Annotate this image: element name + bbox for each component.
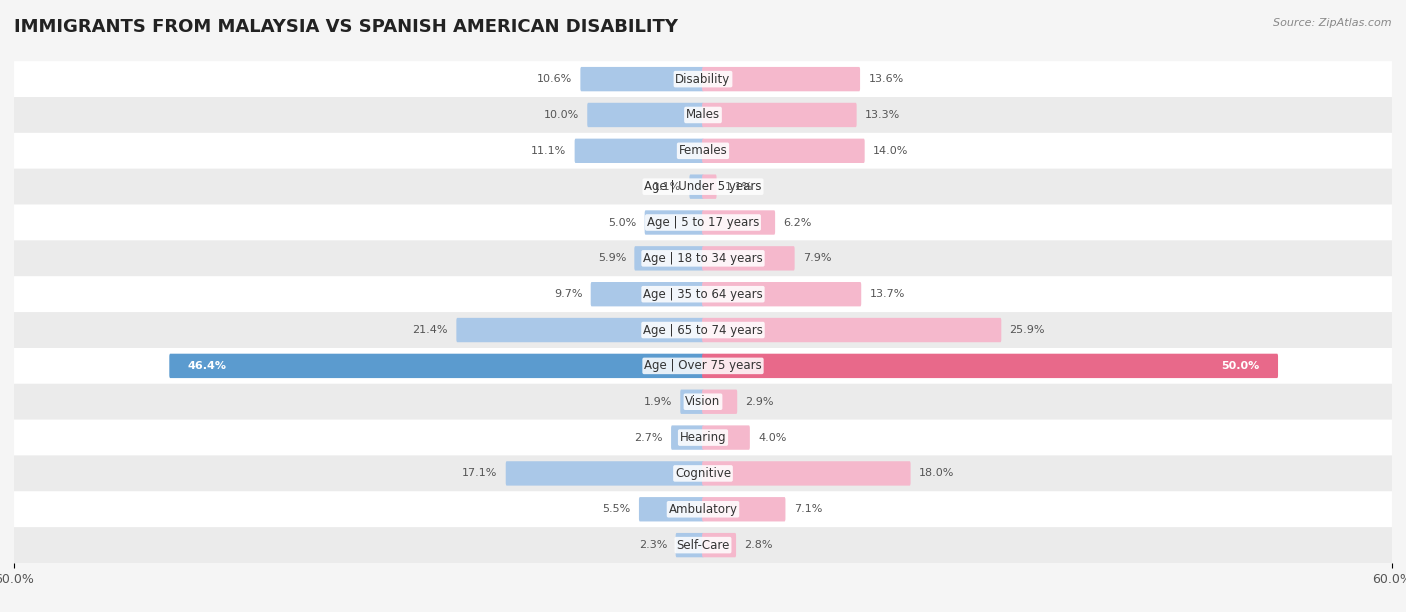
FancyBboxPatch shape [14, 169, 1392, 204]
Text: 10.6%: 10.6% [537, 74, 572, 84]
Text: 2.7%: 2.7% [634, 433, 662, 442]
FancyBboxPatch shape [702, 390, 737, 414]
Text: 21.4%: 21.4% [412, 325, 449, 335]
Text: 7.1%: 7.1% [794, 504, 823, 514]
FancyBboxPatch shape [689, 174, 704, 199]
FancyBboxPatch shape [14, 455, 1392, 491]
Text: Females: Females [679, 144, 727, 157]
FancyBboxPatch shape [591, 282, 704, 307]
FancyBboxPatch shape [702, 425, 749, 450]
Text: 14.0%: 14.0% [873, 146, 908, 156]
FancyBboxPatch shape [702, 282, 862, 307]
FancyBboxPatch shape [645, 211, 704, 234]
FancyBboxPatch shape [14, 276, 1392, 312]
Text: Age | Under 5 years: Age | Under 5 years [644, 180, 762, 193]
Text: 1.9%: 1.9% [644, 397, 672, 407]
FancyBboxPatch shape [14, 420, 1392, 455]
FancyBboxPatch shape [14, 133, 1392, 169]
Text: Hearing: Hearing [679, 431, 727, 444]
FancyBboxPatch shape [702, 139, 865, 163]
FancyBboxPatch shape [14, 348, 1392, 384]
Text: 11.1%: 11.1% [531, 146, 567, 156]
Text: 1.1%: 1.1% [652, 182, 681, 192]
Text: Age | 35 to 64 years: Age | 35 to 64 years [643, 288, 763, 300]
Text: Males: Males [686, 108, 720, 121]
Text: 5.5%: 5.5% [602, 504, 631, 514]
FancyBboxPatch shape [702, 318, 1001, 342]
FancyBboxPatch shape [702, 103, 856, 127]
Text: 25.9%: 25.9% [1010, 325, 1045, 335]
Text: 9.7%: 9.7% [554, 289, 582, 299]
FancyBboxPatch shape [14, 61, 1392, 97]
Text: Cognitive: Cognitive [675, 467, 731, 480]
FancyBboxPatch shape [14, 312, 1392, 348]
FancyBboxPatch shape [638, 497, 704, 521]
FancyBboxPatch shape [634, 246, 704, 271]
FancyBboxPatch shape [169, 354, 704, 378]
Text: 1.1%: 1.1% [725, 182, 754, 192]
Text: Vision: Vision [685, 395, 721, 408]
Text: Source: ZipAtlas.com: Source: ZipAtlas.com [1274, 18, 1392, 28]
Text: 6.2%: 6.2% [783, 217, 811, 228]
Text: 2.8%: 2.8% [744, 540, 773, 550]
FancyBboxPatch shape [702, 497, 786, 521]
Text: 13.6%: 13.6% [869, 74, 904, 84]
FancyBboxPatch shape [676, 533, 704, 558]
FancyBboxPatch shape [702, 354, 1278, 378]
Text: 50.0%: 50.0% [1222, 361, 1260, 371]
FancyBboxPatch shape [681, 390, 704, 414]
FancyBboxPatch shape [581, 67, 704, 91]
Text: 13.3%: 13.3% [865, 110, 900, 120]
FancyBboxPatch shape [588, 103, 704, 127]
FancyBboxPatch shape [702, 67, 860, 91]
FancyBboxPatch shape [457, 318, 704, 342]
Text: Ambulatory: Ambulatory [668, 503, 738, 516]
Text: 10.0%: 10.0% [544, 110, 579, 120]
FancyBboxPatch shape [575, 139, 704, 163]
Text: 46.4%: 46.4% [187, 361, 226, 371]
FancyBboxPatch shape [702, 461, 911, 485]
FancyBboxPatch shape [14, 384, 1392, 420]
Text: 5.9%: 5.9% [598, 253, 626, 263]
Text: 17.1%: 17.1% [463, 468, 498, 479]
Text: Age | 65 to 74 years: Age | 65 to 74 years [643, 324, 763, 337]
Text: 2.9%: 2.9% [745, 397, 773, 407]
FancyBboxPatch shape [702, 246, 794, 271]
Text: Disability: Disability [675, 73, 731, 86]
Text: 4.0%: 4.0% [758, 433, 786, 442]
Text: 5.0%: 5.0% [609, 217, 637, 228]
FancyBboxPatch shape [14, 204, 1392, 241]
FancyBboxPatch shape [14, 241, 1392, 276]
FancyBboxPatch shape [702, 533, 737, 558]
FancyBboxPatch shape [14, 527, 1392, 563]
Text: IMMIGRANTS FROM MALAYSIA VS SPANISH AMERICAN DISABILITY: IMMIGRANTS FROM MALAYSIA VS SPANISH AMER… [14, 18, 678, 36]
Text: Age | Over 75 years: Age | Over 75 years [644, 359, 762, 372]
FancyBboxPatch shape [702, 211, 775, 234]
Text: 2.3%: 2.3% [640, 540, 668, 550]
FancyBboxPatch shape [702, 174, 717, 199]
Text: 13.7%: 13.7% [869, 289, 905, 299]
Text: Age | 5 to 17 years: Age | 5 to 17 years [647, 216, 759, 229]
Text: Self-Care: Self-Care [676, 539, 730, 551]
Text: Age | 18 to 34 years: Age | 18 to 34 years [643, 252, 763, 265]
Text: 7.9%: 7.9% [803, 253, 831, 263]
FancyBboxPatch shape [14, 491, 1392, 527]
FancyBboxPatch shape [14, 97, 1392, 133]
FancyBboxPatch shape [671, 425, 704, 450]
FancyBboxPatch shape [506, 461, 704, 485]
Text: 18.0%: 18.0% [920, 468, 955, 479]
